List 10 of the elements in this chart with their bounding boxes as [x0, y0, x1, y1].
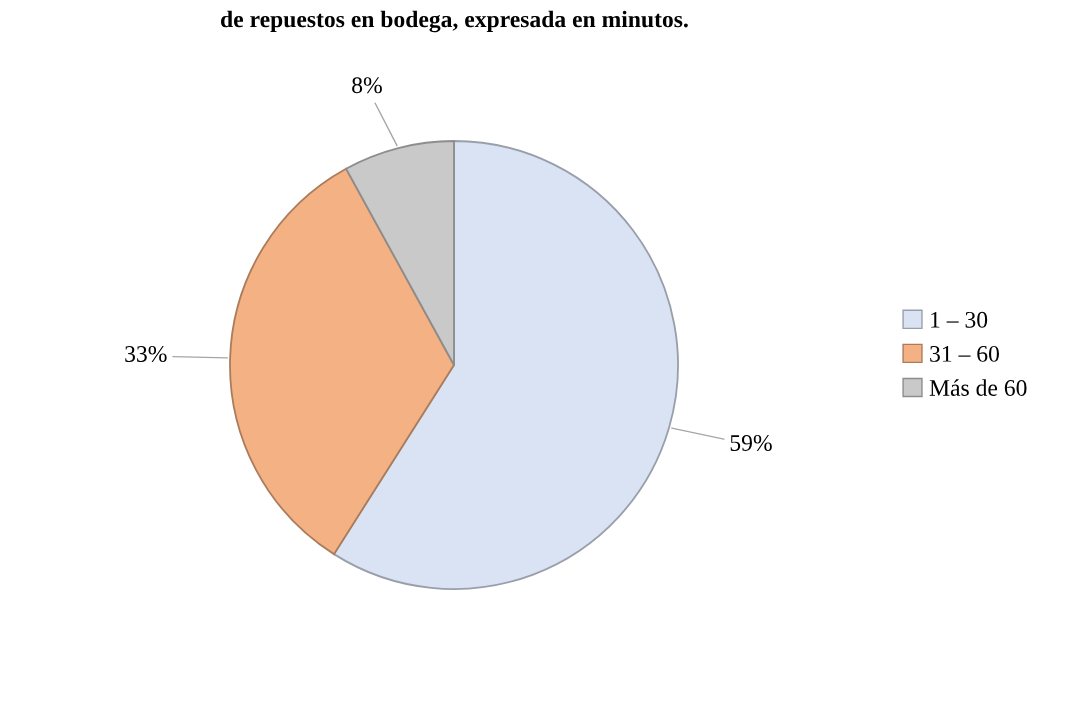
- pie-slice: [333, 140, 679, 590]
- pie-slice: [345, 140, 455, 366]
- data-label: 59%: [730, 434, 772, 451]
- data-label: 33%: [125, 345, 167, 362]
- legend-label: 31 – 60: [930, 345, 999, 362]
- chart-title: de repuestos en bodega, expresada en minutos.: [221, 10, 688, 33]
- pie-slice: [229, 167, 455, 556]
- legend-label: 1 – 30: [931, 311, 988, 328]
- legend-label: Más de 60: [929, 379, 1027, 396]
- data-label: 8%: [352, 77, 382, 94]
